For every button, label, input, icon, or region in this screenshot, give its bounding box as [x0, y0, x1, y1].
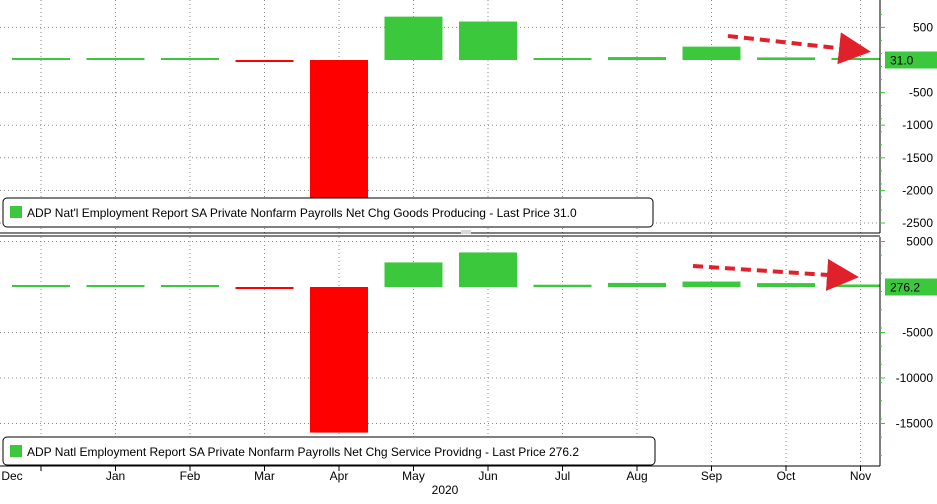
bar-mar: [235, 287, 294, 289]
x-tick-label-oct: Oct: [777, 469, 796, 483]
x-tick-label-feb: Feb: [180, 469, 201, 483]
y-tick-label: -1000: [902, 118, 933, 132]
y-tick-label: -2500: [902, 216, 933, 230]
bar-mar: [235, 60, 294, 62]
y-tick-label: -10000: [896, 371, 934, 385]
last-price-label: 276.2: [890, 281, 920, 295]
y-tick-label: -500: [909, 86, 933, 100]
x-tick-label-dec: Dec: [1, 469, 22, 483]
legend-swatch: [10, 206, 22, 218]
last-price-tag: [885, 278, 937, 296]
bar-aug: [608, 282, 666, 287]
panel-resize-handle[interactable]: [461, 230, 471, 234]
bar-feb: [161, 58, 219, 60]
last-price-tag: [885, 51, 937, 69]
bar-series: [12, 252, 880, 433]
bar-jan: [86, 58, 145, 60]
bar-oct: [757, 283, 815, 287]
x-axis: Dec Jan Feb Mar Apr May Jun Jul Aug Sep Oct Nov: [0, 465, 880, 483]
trend-arrow: [727, 32, 871, 65]
x-tick-label-jul: Jul: [555, 469, 570, 483]
x-tick-label-aug: Aug: [626, 469, 647, 483]
last-price-label: 31.0: [890, 54, 914, 68]
bar-sep: [682, 281, 741, 287]
bar-jul: [533, 284, 592, 287]
legend-label: ADP Nat'l Employment Report SA Private N…: [27, 206, 577, 220]
x-tick-label-sep: Sep: [701, 469, 723, 483]
bar-sep: [682, 46, 741, 60]
y-tick-label: -2000: [902, 183, 933, 197]
legend-box: [2, 197, 654, 228]
x-tick-label-jun: Jun: [478, 469, 497, 483]
x-tick-label-nov: Nov: [850, 469, 871, 483]
y-tick-label: -1500: [902, 151, 933, 165]
bar-jan: [86, 285, 145, 287]
x-tick-label-apr: Apr: [330, 469, 349, 483]
bar-dec: [12, 58, 70, 60]
y-tick-label: 5000: [906, 235, 933, 249]
x-tick-label-may: May: [402, 469, 425, 483]
bar-jun: [459, 21, 517, 61]
bar-may: [384, 16, 443, 61]
x-axis-year-label: 2020: [432, 483, 459, 497]
y-tick-label: -5000: [902, 326, 933, 340]
bar-aug: [608, 57, 666, 60]
bar-nov: [831, 284, 880, 287]
bar-may: [384, 262, 443, 287]
y-tick-label: 500: [913, 20, 933, 34]
bar-apr: [310, 287, 368, 433]
bar-jun: [459, 252, 517, 287]
bar-nov: [831, 57, 880, 60]
bar-oct: [757, 57, 815, 60]
x-tick-label-jan: Jan: [106, 469, 125, 483]
legend-label: ADP Natl Employment Report SA Private No…: [27, 445, 579, 459]
goods-producing-panel: 500 -500 -1000 -1500 -2000 -2500 31.0 ADP Nat'l…: [0, 0, 937, 233]
bar-series: [12, 16, 880, 227]
y-tick-label: -15000: [896, 417, 934, 431]
bar-dec: [12, 285, 70, 287]
trend-arrow: [692, 258, 859, 291]
bar-feb: [161, 285, 219, 287]
legend-swatch: [10, 445, 22, 457]
legend-box: [2, 436, 656, 466]
x-tick-label-mar: Mar: [254, 469, 275, 483]
service-providing-panel: 5000 -5000 -10000 -15000 276.2 ADP Natl Emplo…: [0, 235, 937, 466]
bar-jul: [533, 58, 592, 60]
